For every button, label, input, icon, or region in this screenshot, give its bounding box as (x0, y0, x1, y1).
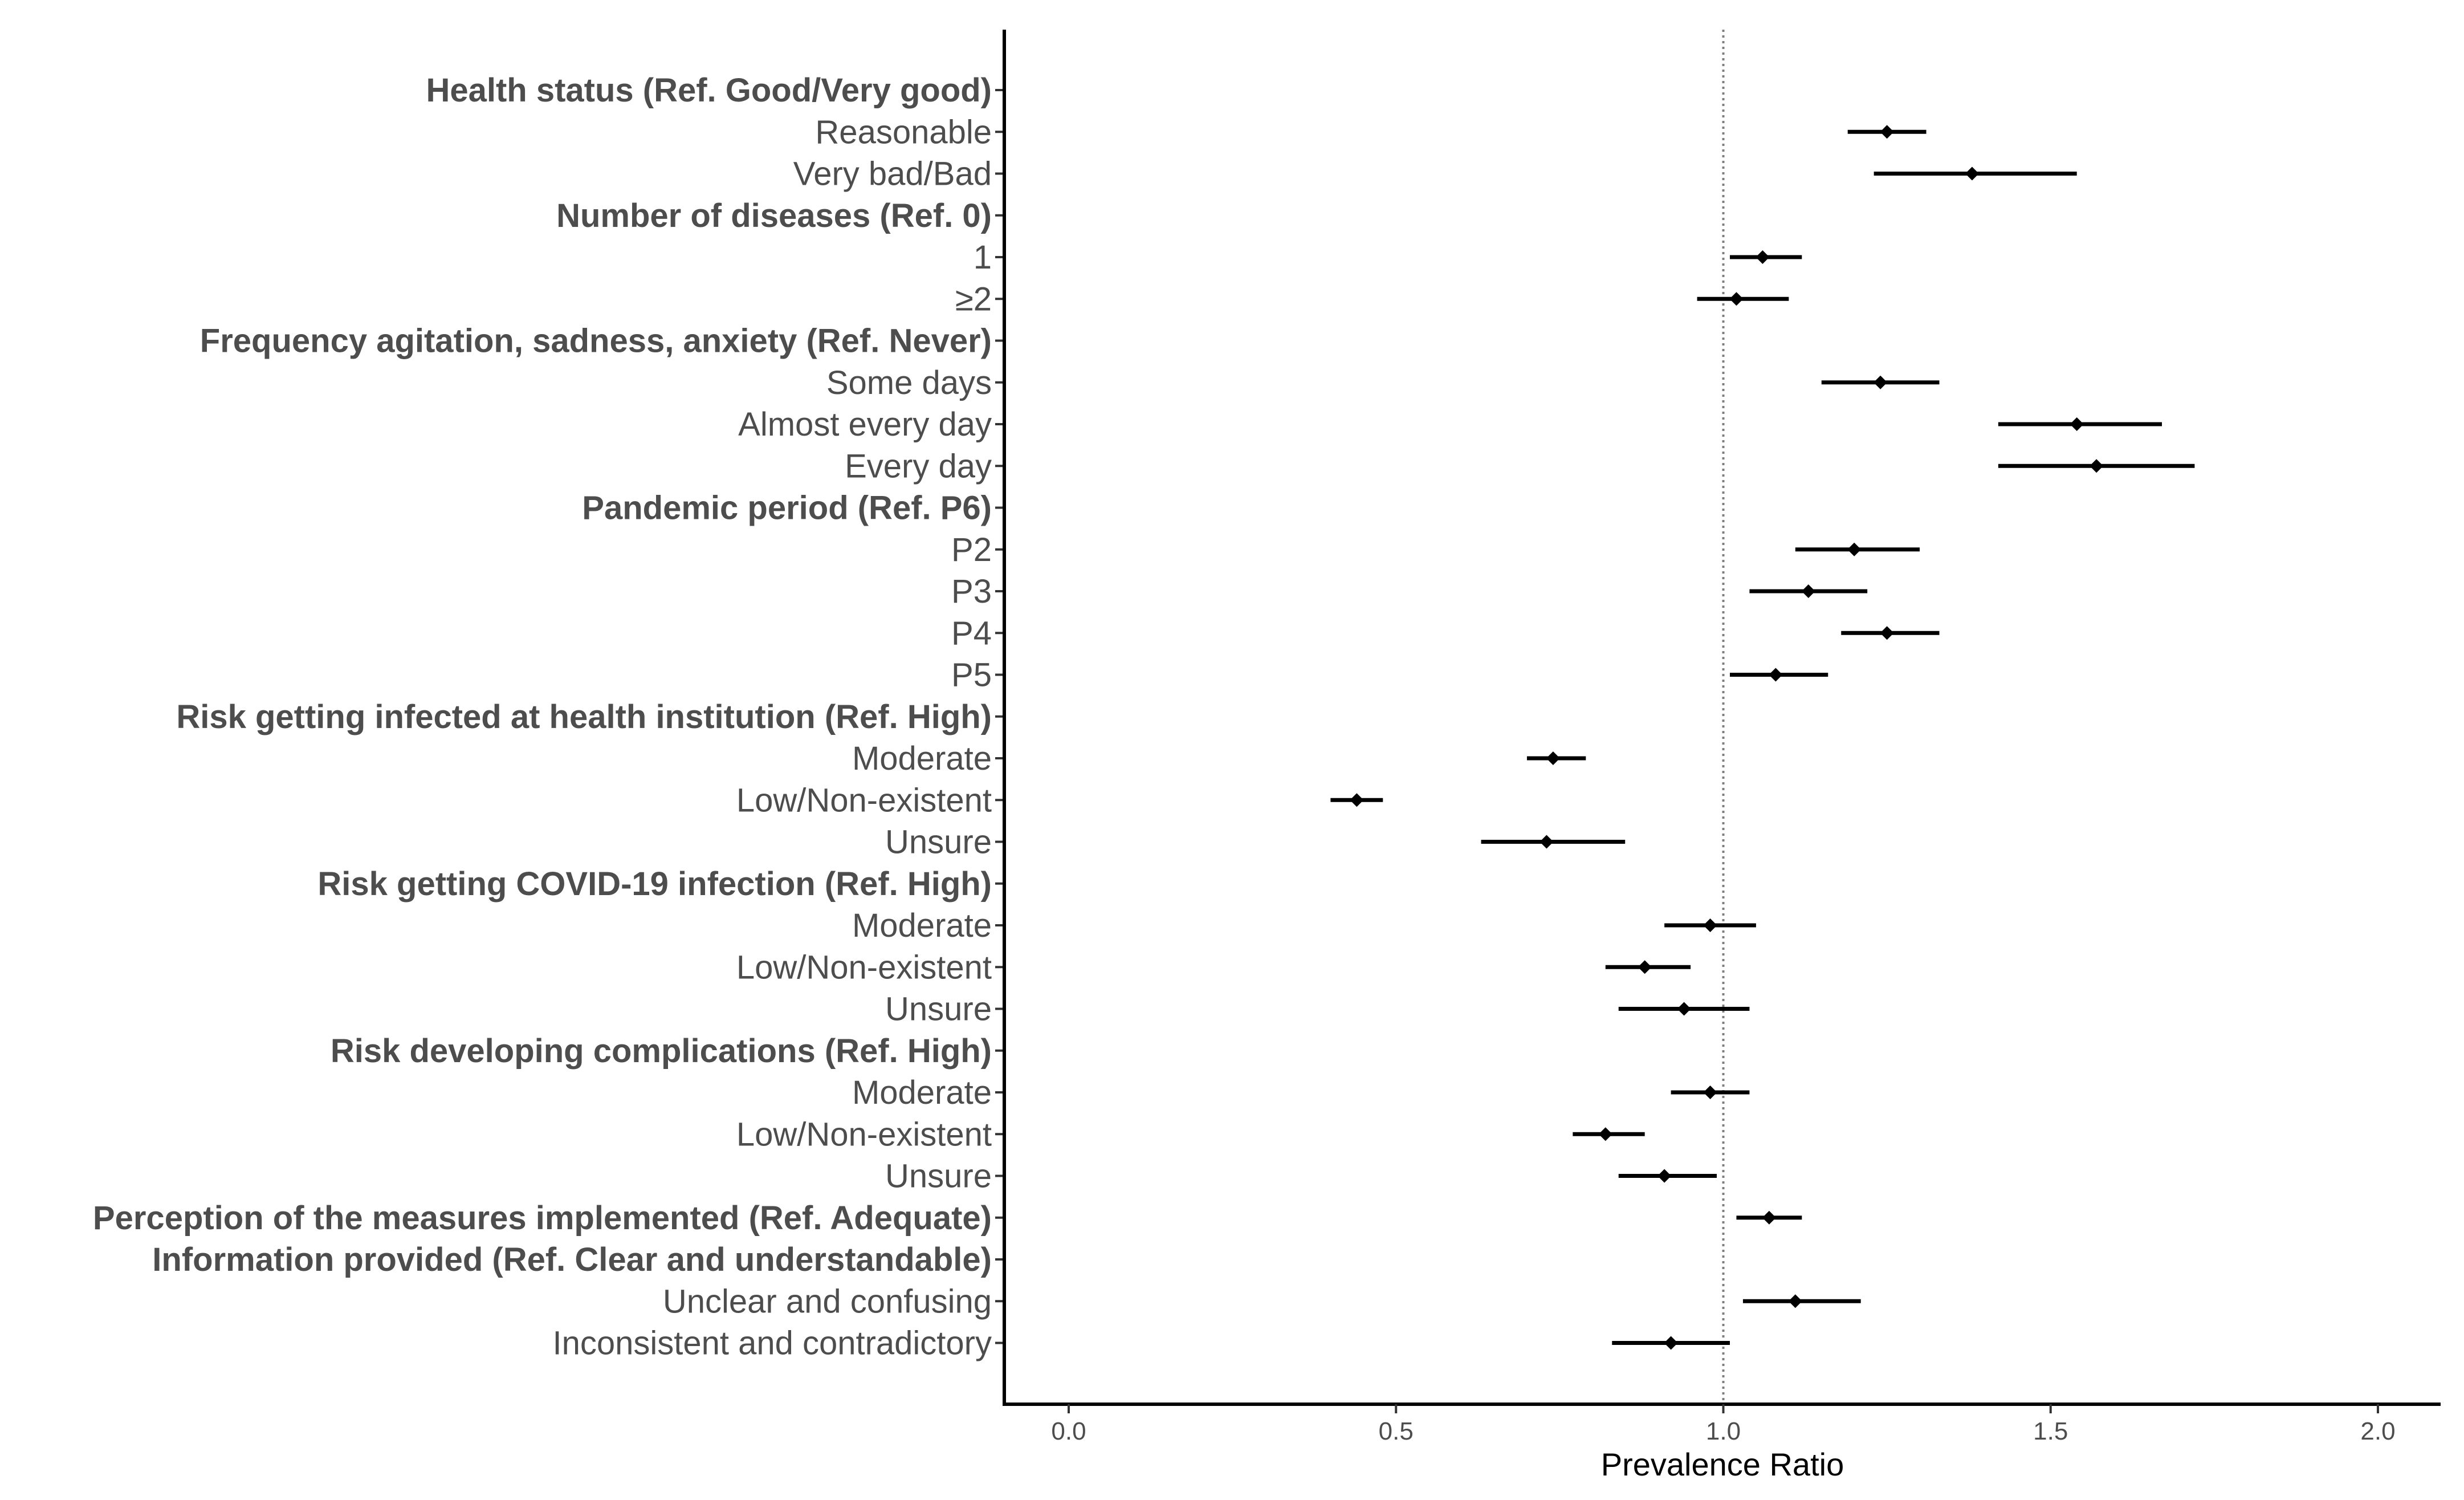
point-estimate (1598, 1127, 1612, 1141)
point-estimate (1769, 668, 1783, 682)
point-estimate (1847, 542, 1862, 556)
x-tick-label: 0.0 (1051, 1417, 1086, 1445)
point-estimate (1703, 1086, 1717, 1099)
point-estimate (1788, 1294, 1802, 1308)
x-tick-label: 1.5 (2033, 1417, 2068, 1445)
group-header-label: Pandemic period (Ref. P6) (582, 490, 992, 527)
x-axis-title: Prevalence Ratio (1601, 1446, 1844, 1482)
group-header-label: Information provided (Ref. Clear and und… (152, 1241, 992, 1278)
row-label: Unsure (885, 1158, 992, 1195)
row-label: Unsure (885, 824, 992, 861)
point-estimate (1880, 626, 1894, 640)
axes (1003, 30, 2441, 1406)
point-estimate (1703, 918, 1717, 932)
row-label: Very bad/Bad (793, 156, 992, 193)
point-estimate (1729, 292, 1744, 306)
estimates (1330, 125, 2195, 1350)
row-label: P3 (951, 573, 992, 610)
row-label: Low/Non-existent (736, 1116, 992, 1153)
row-label: Unclear and confusing (663, 1283, 992, 1320)
row-label: Reasonable (815, 113, 992, 151)
group-header-label: Frequency agitation, sadness, anxiety (R… (200, 323, 992, 360)
row-label: Almost every day (738, 406, 992, 443)
row-label: Unsure (885, 991, 992, 1028)
row-label: Inconsistent and contradictory (552, 1325, 992, 1362)
x-tick-label: 1.0 (1706, 1417, 1741, 1445)
row-label: P2 (951, 531, 992, 568)
row-label: Low/Non-existent (736, 949, 992, 986)
row-label: ≥2 (955, 281, 992, 318)
row-label: 1 (974, 239, 992, 276)
point-estimate (1762, 1210, 1776, 1225)
point-estimate (1880, 125, 1894, 139)
row-label: Some days (826, 364, 992, 401)
point-estimate (1657, 1169, 1672, 1183)
group-header-label: Health status (Ref. Good/Very good) (426, 72, 992, 109)
point-estimate (1540, 835, 1554, 849)
point-estimate (1801, 584, 1815, 598)
point-estimate (1350, 793, 1364, 807)
row-label: Moderate (852, 740, 992, 777)
group-header-label: Number of diseases (Ref. 0) (556, 197, 992, 234)
row-label: P4 (951, 615, 992, 652)
point-estimate (1546, 751, 1560, 765)
row-label: Low/Non-existent (736, 782, 992, 819)
row-label: P5 (951, 657, 992, 694)
point-estimate (1756, 250, 1770, 264)
group-header-label: Risk getting infected at health institut… (176, 698, 992, 735)
group-header-label: Risk developing complications (Ref. High… (331, 1032, 992, 1070)
point-estimate (1874, 375, 1888, 389)
point-estimate (1664, 1336, 1678, 1350)
row-label: Moderate (852, 1074, 992, 1111)
point-estimate (1677, 1002, 1691, 1016)
x-ticks: 0.0 0.5 1.0 1.5 2.0 (1051, 1404, 2396, 1445)
group-header-label: Risk getting COVID-19 infection (Ref. Hi… (317, 865, 992, 903)
row-label: Moderate (852, 907, 992, 944)
point-estimate (2090, 459, 2104, 473)
point-estimate (1638, 960, 1652, 974)
row-label: Every day (845, 448, 992, 485)
point-estimate (1965, 166, 1979, 181)
group-header-label: Perception of the measures implemented (… (93, 1200, 992, 1237)
point-estimate (2070, 417, 2084, 431)
row-labels: Health status (Ref. Good/Very good) Reaso… (93, 72, 992, 1362)
x-tick-label: 0.5 (1379, 1417, 1414, 1445)
x-tick-label: 2.0 (2360, 1417, 2395, 1445)
